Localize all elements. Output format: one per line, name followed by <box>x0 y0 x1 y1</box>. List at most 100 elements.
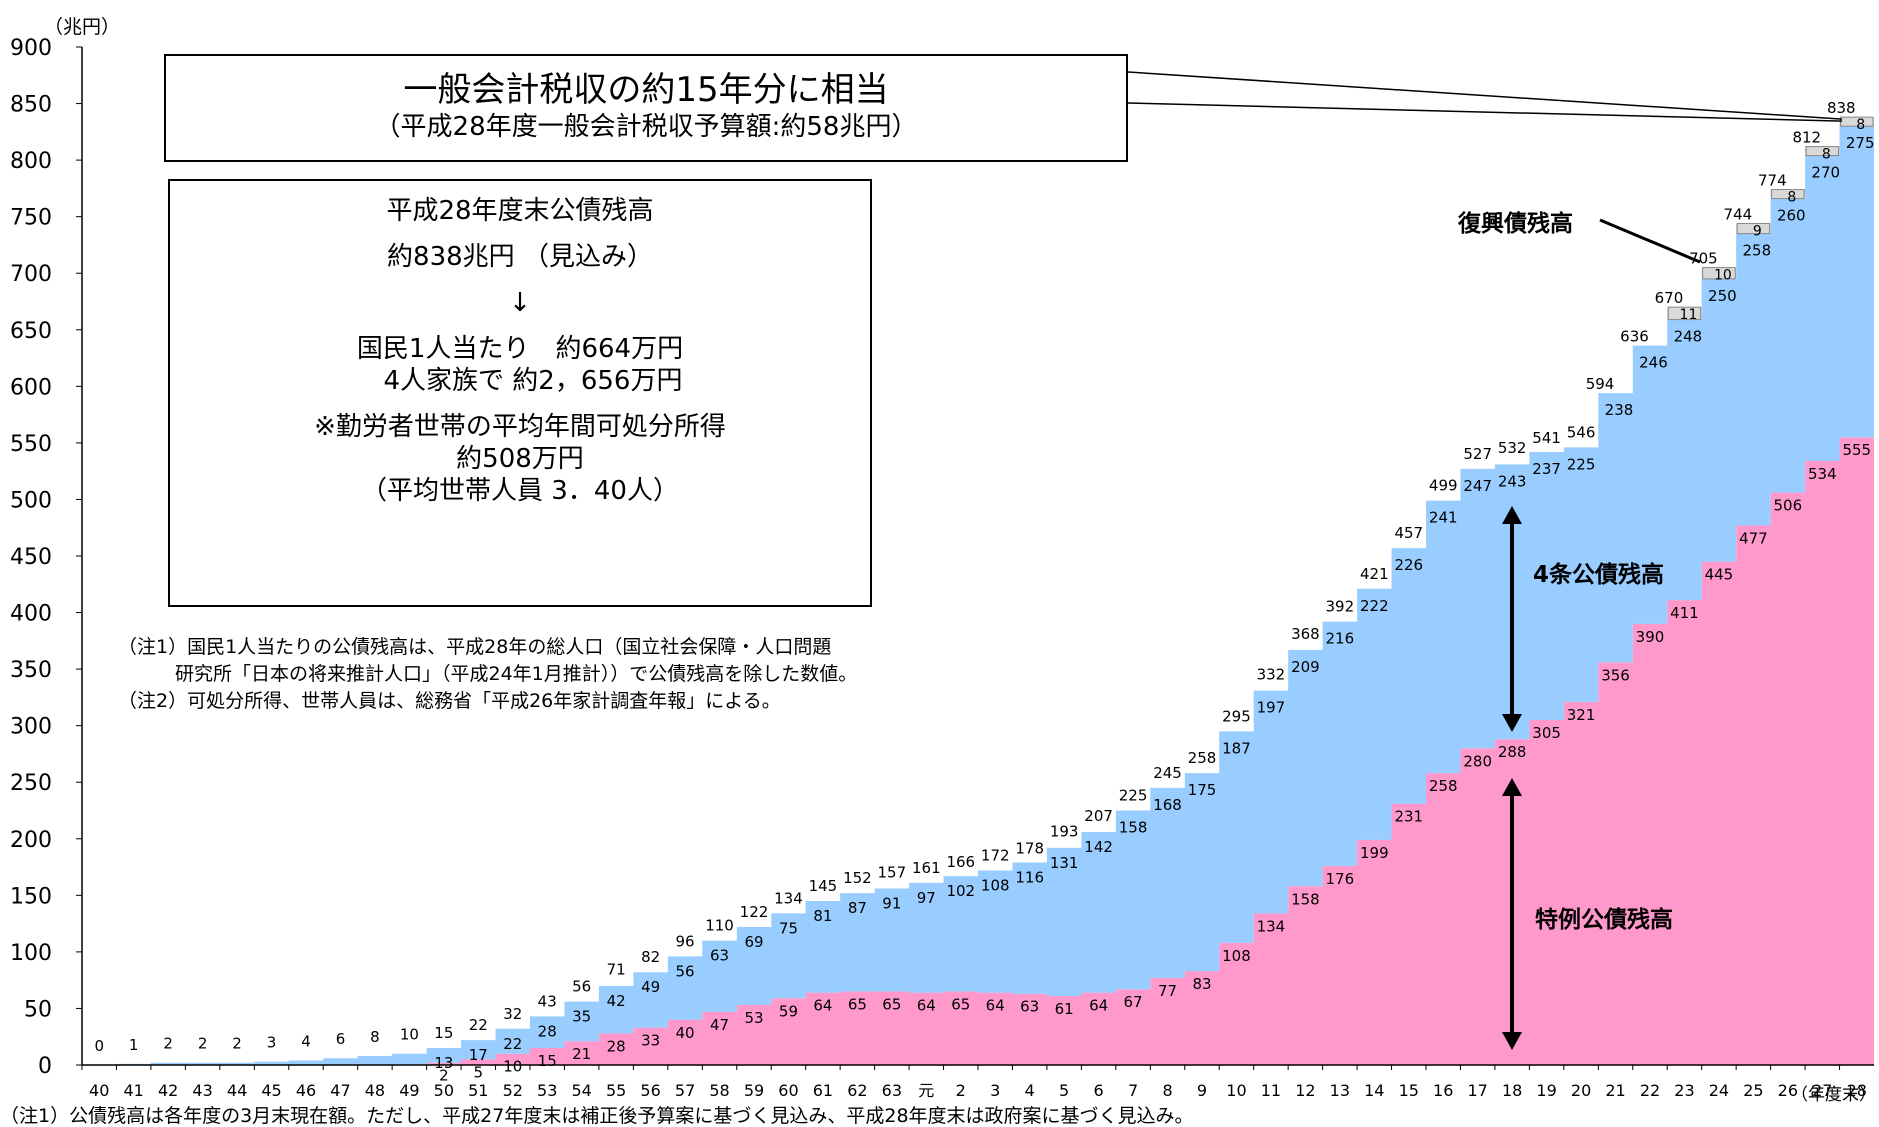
tokurei-label: 10 <box>503 1058 522 1076</box>
fukko-label: 10 <box>1714 268 1732 284</box>
fukko-label: 9 <box>1753 223 1762 239</box>
arrows <box>1127 71 1843 1050</box>
kensetsu-label: 131 <box>1050 854 1079 872</box>
note-2: （注2）可処分所得、世帯人員は、総務省「平成26年家計調査年報」による。 <box>118 690 781 712</box>
kensetsu-label: 247 <box>1463 477 1492 495</box>
x-tick-label: 52 <box>503 1081 523 1100</box>
debt-info-line: 平成28年度末公債残高 <box>386 196 654 226</box>
chart-notes: （注1）国民1人当たりの公債残高は、平成28年の総人口（国立社会保障・人口問題 … <box>118 634 857 715</box>
kensetsu-label: 243 <box>1498 472 1527 490</box>
x-tick-label: 23 <box>1674 1081 1694 1100</box>
x-tick-label: 22 <box>1640 1081 1660 1100</box>
tokurei-label: 53 <box>744 1009 763 1027</box>
arrow-tokurei-head <box>1502 1032 1522 1050</box>
tokurei-label: 65 <box>951 995 970 1013</box>
x-tick-label: 14 <box>1364 1081 1384 1100</box>
tokurei-label: 64 <box>917 997 936 1015</box>
total-label: 43 <box>538 992 557 1010</box>
x-tick-label: 60 <box>778 1081 798 1100</box>
total-label: 421 <box>1360 565 1389 583</box>
footnote: （注1）公債残高は各年度の3月末現在額。ただし、平成27年度末は補正後予算案に基… <box>0 1105 1194 1127</box>
x-tick-label: 47 <box>330 1081 350 1100</box>
total-label: 207 <box>1084 807 1113 825</box>
fukko-label: 8 <box>1856 117 1865 133</box>
annotation-title: 一般会計税収の約15年分に相当 <box>403 70 889 110</box>
y-tick-label: 650 <box>10 319 52 344</box>
total-label: 71 <box>607 961 626 979</box>
kensetsu-label: 241 <box>1429 509 1458 527</box>
x-tick-label: 56 <box>640 1081 660 1100</box>
kensetsu-label: 35 <box>572 1008 591 1026</box>
tokurei-label: 64 <box>1089 997 1108 1015</box>
tokurei-label: 108 <box>1222 947 1251 965</box>
x-tick-label: 8 <box>1162 1081 1172 1100</box>
kensetsu-label: 246 <box>1639 354 1668 372</box>
kensetsu-label: 222 <box>1360 597 1389 615</box>
tokurei-label: 411 <box>1670 604 1699 622</box>
total-label: 15 <box>434 1024 453 1042</box>
total-label: 193 <box>1050 823 1079 841</box>
x-tick-label: 49 <box>399 1081 419 1100</box>
x-tick-label: 54 <box>572 1081 592 1100</box>
kensetsu-label: 216 <box>1326 630 1355 648</box>
y-tick-label: 150 <box>10 884 52 909</box>
x-tick-label: 元 <box>918 1081 934 1100</box>
x-tick-label: 59 <box>744 1081 764 1100</box>
total-label: 532 <box>1498 439 1527 457</box>
x-tick-label: 43 <box>192 1081 212 1100</box>
total-label: 56 <box>572 978 591 996</box>
total-label: 172 <box>981 846 1010 864</box>
y-tick-label: 100 <box>10 941 52 966</box>
total-label: 245 <box>1153 764 1182 782</box>
kensetsu-label: 2 <box>232 1035 242 1053</box>
y-tick-label: 400 <box>10 602 52 627</box>
x-tick-label: 44 <box>227 1081 247 1100</box>
fukko-bar <box>1736 222 1771 235</box>
total-label: 110 <box>705 917 734 935</box>
debt-info-line: ※勤労者世帯の平均年間可処分所得 <box>314 412 726 442</box>
axes: 0501001502002503003504004505005506006507… <box>10 16 1876 1105</box>
y-tick-label: 0 <box>38 1054 52 1079</box>
x-tick-label: 45 <box>261 1081 281 1100</box>
x-tick-label: 40 <box>89 1081 109 1100</box>
x-tick-label: 50 <box>434 1081 454 1100</box>
kensetsu-label: 237 <box>1532 460 1561 478</box>
tokurei-label: 477 <box>1739 529 1768 547</box>
kensetsu-label: 270 <box>1811 164 1840 182</box>
x-tick-label: 20 <box>1571 1081 1591 1100</box>
total-label: 594 <box>1586 375 1615 393</box>
tokurei-label: 280 <box>1463 752 1492 770</box>
x-tick-label: 16 <box>1433 1081 1453 1100</box>
x-tick-label: 11 <box>1261 1081 1281 1100</box>
x-tick-label: 61 <box>813 1081 833 1100</box>
x-tick-label: 18 <box>1502 1081 1522 1100</box>
total-label: 670 <box>1655 289 1684 307</box>
kensetsu-label: 209 <box>1291 658 1320 676</box>
kensetsu-label: 75 <box>779 919 798 937</box>
debt-info-line <box>170 397 870 411</box>
tokurei-label: 305 <box>1532 724 1561 742</box>
x-tick-label: 26 <box>1778 1081 1798 1100</box>
tokurei-label: 231 <box>1394 808 1423 826</box>
total-label: 295 <box>1222 707 1251 725</box>
y-tick-label: 900 <box>10 36 52 61</box>
total-label: 82 <box>641 948 660 966</box>
tokurei-label: 77 <box>1158 982 1177 1000</box>
fukko-pointer <box>1599 218 1701 264</box>
total-label: 152 <box>843 869 872 887</box>
tokurei-label: 21 <box>572 1045 591 1063</box>
kensetsu-label: 91 <box>882 895 901 913</box>
x-tick-label: 2 <box>956 1081 966 1100</box>
x-axis-label: （年度末） <box>1791 1085 1876 1105</box>
x-tick-label: 21 <box>1605 1081 1625 1100</box>
kensetsu-label: 250 <box>1708 287 1737 305</box>
tokurei-label: 2 <box>439 1067 449 1085</box>
total-label: 527 <box>1463 445 1492 463</box>
x-tick-label: 63 <box>882 1081 902 1100</box>
total-label: 705 <box>1689 250 1718 268</box>
total-label: 145 <box>809 877 838 895</box>
x-tick-label: 24 <box>1709 1081 1729 1100</box>
x-tick-label: 28 <box>1847 1081 1867 1100</box>
tokurei-label: 288 <box>1498 743 1527 761</box>
